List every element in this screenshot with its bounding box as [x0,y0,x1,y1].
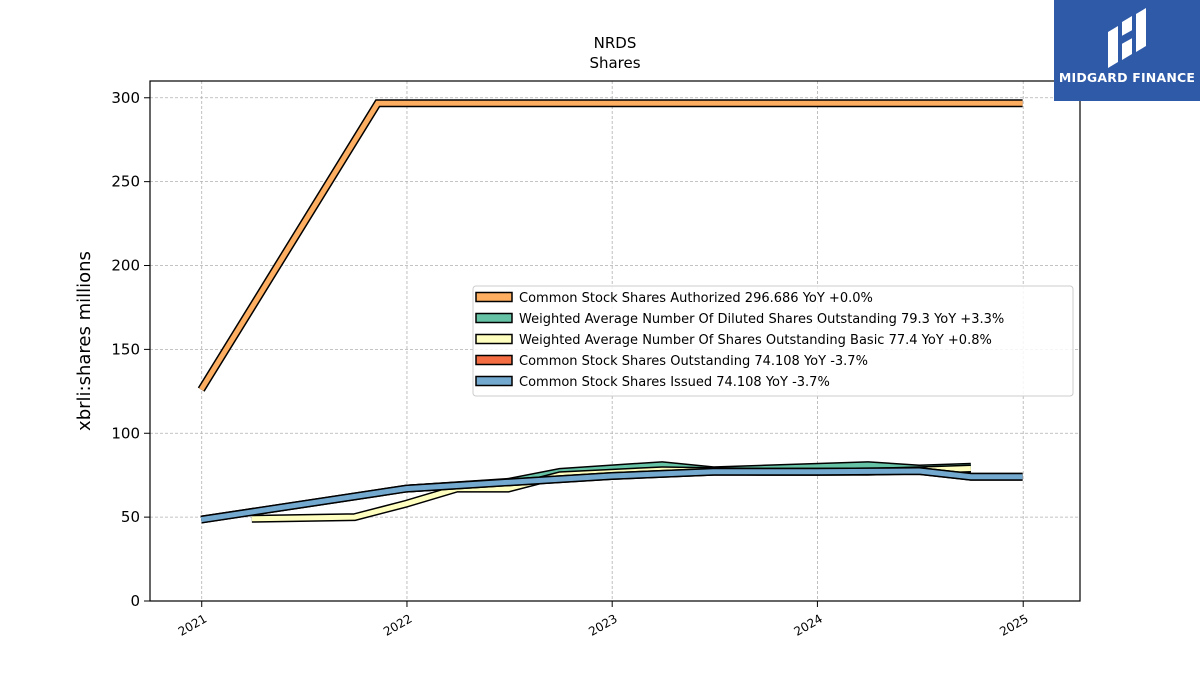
legend-item: Common Stock Shares Outstanding 74.108 Y… [475,354,868,369]
x-tick-label: 2021 [176,611,209,638]
x-tick-label: 2025 [997,611,1030,638]
y-tick-label: 300 [111,89,140,107]
legend-label: Common Stock Shares Outstanding 74.108 Y… [519,354,868,369]
x-tick-label: 2022 [381,611,414,638]
brand-logo: MIDGARD FINANCE [1054,0,1200,101]
brand-name: MIDGARD FINANCE [1058,70,1196,85]
legend-item: Common Stock Shares Authorized 296.686 Y… [475,291,873,306]
legend-item: Weighted Average Number Of Diluted Share… [475,312,1004,327]
legend-swatch [475,312,513,324]
y-tick-label: 250 [111,173,140,191]
legend-label: Common Stock Shares Issued 74.108 YoY -3… [519,375,830,390]
y-tick-label: 200 [111,257,140,275]
brand-logo-icon [1108,8,1146,68]
legend-label: Common Stock Shares Authorized 296.686 Y… [519,291,873,306]
series-0 [197,99,1023,392]
series-line [199,100,1023,391]
y-tick-label: 150 [111,340,140,358]
legend-item: Weighted Average Number Of Shares Outsta… [475,333,992,348]
series-layer [197,99,1023,524]
legend-item: Common Stock Shares Issued 74.108 YoY -3… [475,375,830,390]
legend-swatch [475,375,513,387]
x-tick-label: 2024 [791,611,824,638]
legend-swatch [475,354,513,366]
legend-label: Weighted Average Number Of Diluted Share… [519,312,1004,327]
series-line [200,468,1023,523]
legend-swatch [475,291,513,303]
chart-title: NRDS [594,34,637,52]
series-4 [200,466,1023,524]
y-tick-label: 100 [111,424,140,442]
legend-swatch [475,333,513,345]
legend: Common Stock Shares Authorized 296.686 Y… [472,285,1074,397]
legend-box [472,285,1074,397]
x-tick-label: 2023 [586,611,619,638]
plot-frame [149,80,1081,602]
y-axis-label: xbrli:shares millions [74,251,95,431]
chart-subtitle: Shares [589,54,640,72]
y-tick-label: 50 [121,508,140,526]
legend-label: Weighted Average Number Of Shares Outsta… [519,333,992,348]
y-tick-label: 0 [130,592,140,610]
